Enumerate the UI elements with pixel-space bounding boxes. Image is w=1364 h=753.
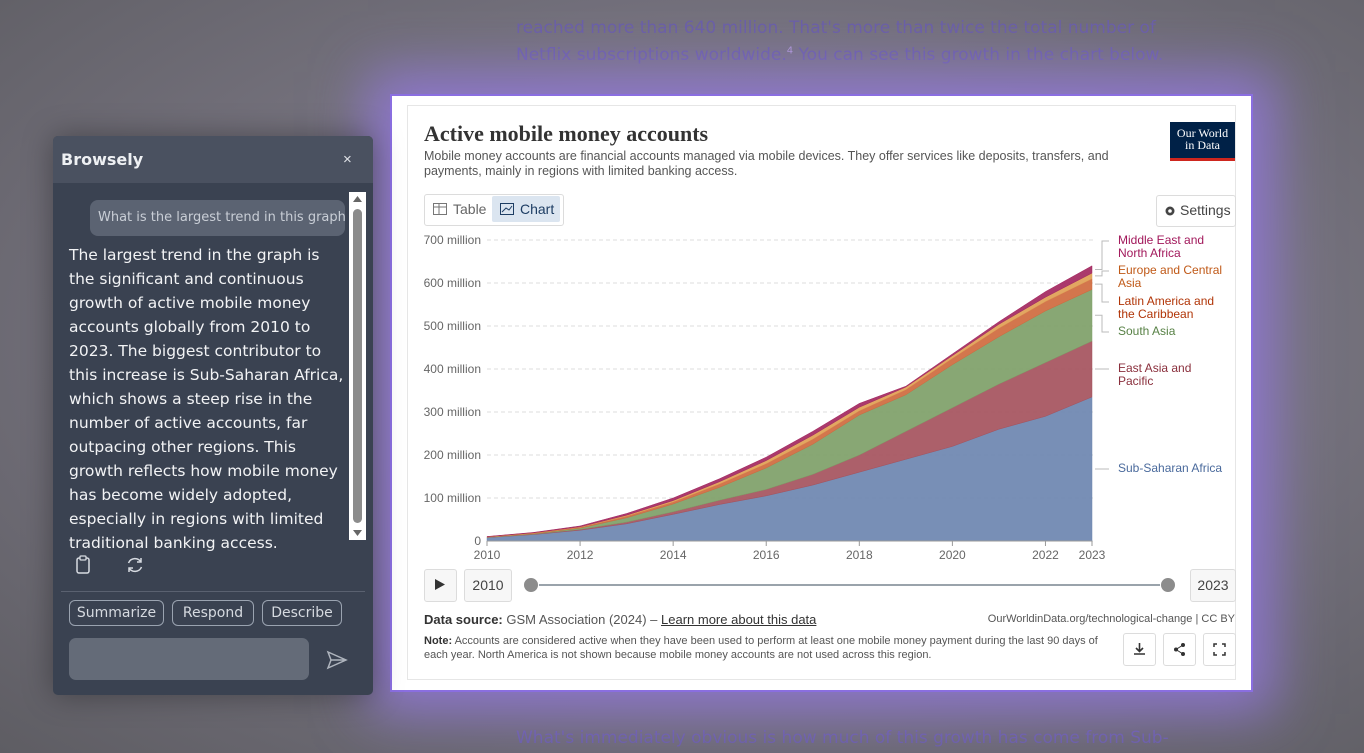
copy-icon[interactable] xyxy=(75,555,93,575)
y-tick-label: 300 million xyxy=(424,405,481,419)
scrollbar[interactable] xyxy=(349,192,366,540)
message-input[interactable] xyxy=(69,638,309,680)
download-icon xyxy=(1134,643,1145,655)
assistant-panel: Browsely × What is the largest trend in … xyxy=(53,136,373,695)
chart: 0 100 million 200 million 300 million 400 mi… xyxy=(424,233,1109,562)
series-label[interactable]: East Asia and Pacific xyxy=(1118,361,1192,388)
timeline-end: 2023 xyxy=(1190,569,1236,602)
x-tick-label: 2020 xyxy=(939,548,966,562)
article-text: You can see this growth in the chart bel… xyxy=(793,45,1164,65)
timeline-start: 2010 xyxy=(464,569,512,602)
x-tick-label: 2012 xyxy=(567,548,594,562)
series-label[interactable]: Europe and Central Asia xyxy=(1118,263,1223,290)
x-tick-label: 2010 xyxy=(474,548,501,562)
share-icon xyxy=(1174,643,1185,656)
gear-icon xyxy=(1165,206,1175,216)
logo-text: in Data xyxy=(1185,138,1220,152)
article-text: What's immediately obvious is how much o… xyxy=(516,728,1169,748)
tab[interactable]: Table xyxy=(453,201,487,217)
action-button[interactable]: Respond xyxy=(172,600,254,626)
article-text: Netflix subscriptions worldwide. xyxy=(516,45,787,65)
tab-active xyxy=(492,196,560,222)
chart-frame xyxy=(407,105,1236,680)
series-label[interactable]: Sub-Saharan Africa xyxy=(1118,461,1223,475)
panel-header xyxy=(53,136,373,183)
logo-text: Our World xyxy=(1176,126,1229,140)
article-text: Netflix subscriptions worldwide.4 You ca… xyxy=(516,45,1163,65)
series-label[interactable]: Middle East and North Africa xyxy=(1118,233,1205,260)
series-label[interactable]: Latin America and the Caribbean xyxy=(1118,294,1215,321)
note-label: Note: xyxy=(424,635,453,647)
source-label: Data source: xyxy=(424,612,503,627)
table-icon xyxy=(433,203,447,215)
fullscreen-button[interactable] xyxy=(1203,633,1236,666)
tab[interactable]: Chart xyxy=(520,201,555,217)
source-link[interactable]: Learn more about this data xyxy=(661,612,817,627)
share-button[interactable] xyxy=(1163,633,1196,666)
logo[interactable]: Our World in Data xyxy=(1170,122,1235,161)
x-tick-label: 2022 xyxy=(1032,548,1059,562)
y-tick-label: 700 million xyxy=(424,233,481,247)
y-tick-label: 100 million xyxy=(424,491,481,505)
chart-subtitle: Mobile money accounts are financial acco… xyxy=(424,149,1109,178)
close-button[interactable]: × xyxy=(343,151,352,168)
source: GSM Association (2024) – xyxy=(506,612,662,627)
attribution[interactable]: OurWorldinData.org/technological-change … xyxy=(987,613,1235,625)
play-icon xyxy=(435,579,445,590)
x-tick-label: 2023 xyxy=(1079,548,1106,562)
x-tick-label: 2016 xyxy=(753,548,780,562)
article-text: reached more than 640 million. That's mo… xyxy=(516,18,1156,38)
y-tick-label: 0 xyxy=(474,534,481,548)
y-tick-label: 200 million xyxy=(424,448,481,462)
refresh-icon[interactable] xyxy=(125,555,145,575)
y-tick-label: 400 million xyxy=(424,362,481,376)
assistant-reply: The largest trend in the graph is the si… xyxy=(69,246,344,552)
x-tick-label: 2018 xyxy=(846,548,873,562)
panel-title: Browsely xyxy=(61,150,144,169)
leader-line xyxy=(1095,240,1109,270)
divider xyxy=(61,591,365,592)
download-button[interactable] xyxy=(1123,633,1156,666)
y-tick-label: 600 million xyxy=(424,276,481,290)
source-line: Data source: GSM Association (2024) – Le… xyxy=(424,612,816,627)
x-tick-label: 2014 xyxy=(660,548,687,562)
series-label[interactable]: South Asia xyxy=(1118,324,1176,338)
area xyxy=(486,265,1093,537)
chart-title: Active mobile money accounts xyxy=(424,121,709,146)
timeline-slider[interactable] xyxy=(520,574,1180,596)
user-message: What is the largest trend in this graph xyxy=(90,200,346,236)
leader-line xyxy=(1095,270,1109,277)
note: Note: Accounts are considered active whe… xyxy=(424,634,1104,662)
action-button[interactable]: Summarize xyxy=(69,600,164,626)
leader-line xyxy=(1095,314,1109,333)
note-text: Accounts are considered active when they… xyxy=(424,635,1098,661)
send-button[interactable] xyxy=(326,650,348,670)
leader-line xyxy=(1095,283,1109,303)
action-button[interactable]: Describe xyxy=(262,600,342,626)
settings-label[interactable]: Settings xyxy=(1180,202,1231,218)
y-tick-label: 500 million xyxy=(424,319,481,333)
fullscreen-icon xyxy=(1213,643,1226,656)
chart-icon xyxy=(500,203,514,215)
footnote[interactable]: 4 xyxy=(786,45,794,57)
